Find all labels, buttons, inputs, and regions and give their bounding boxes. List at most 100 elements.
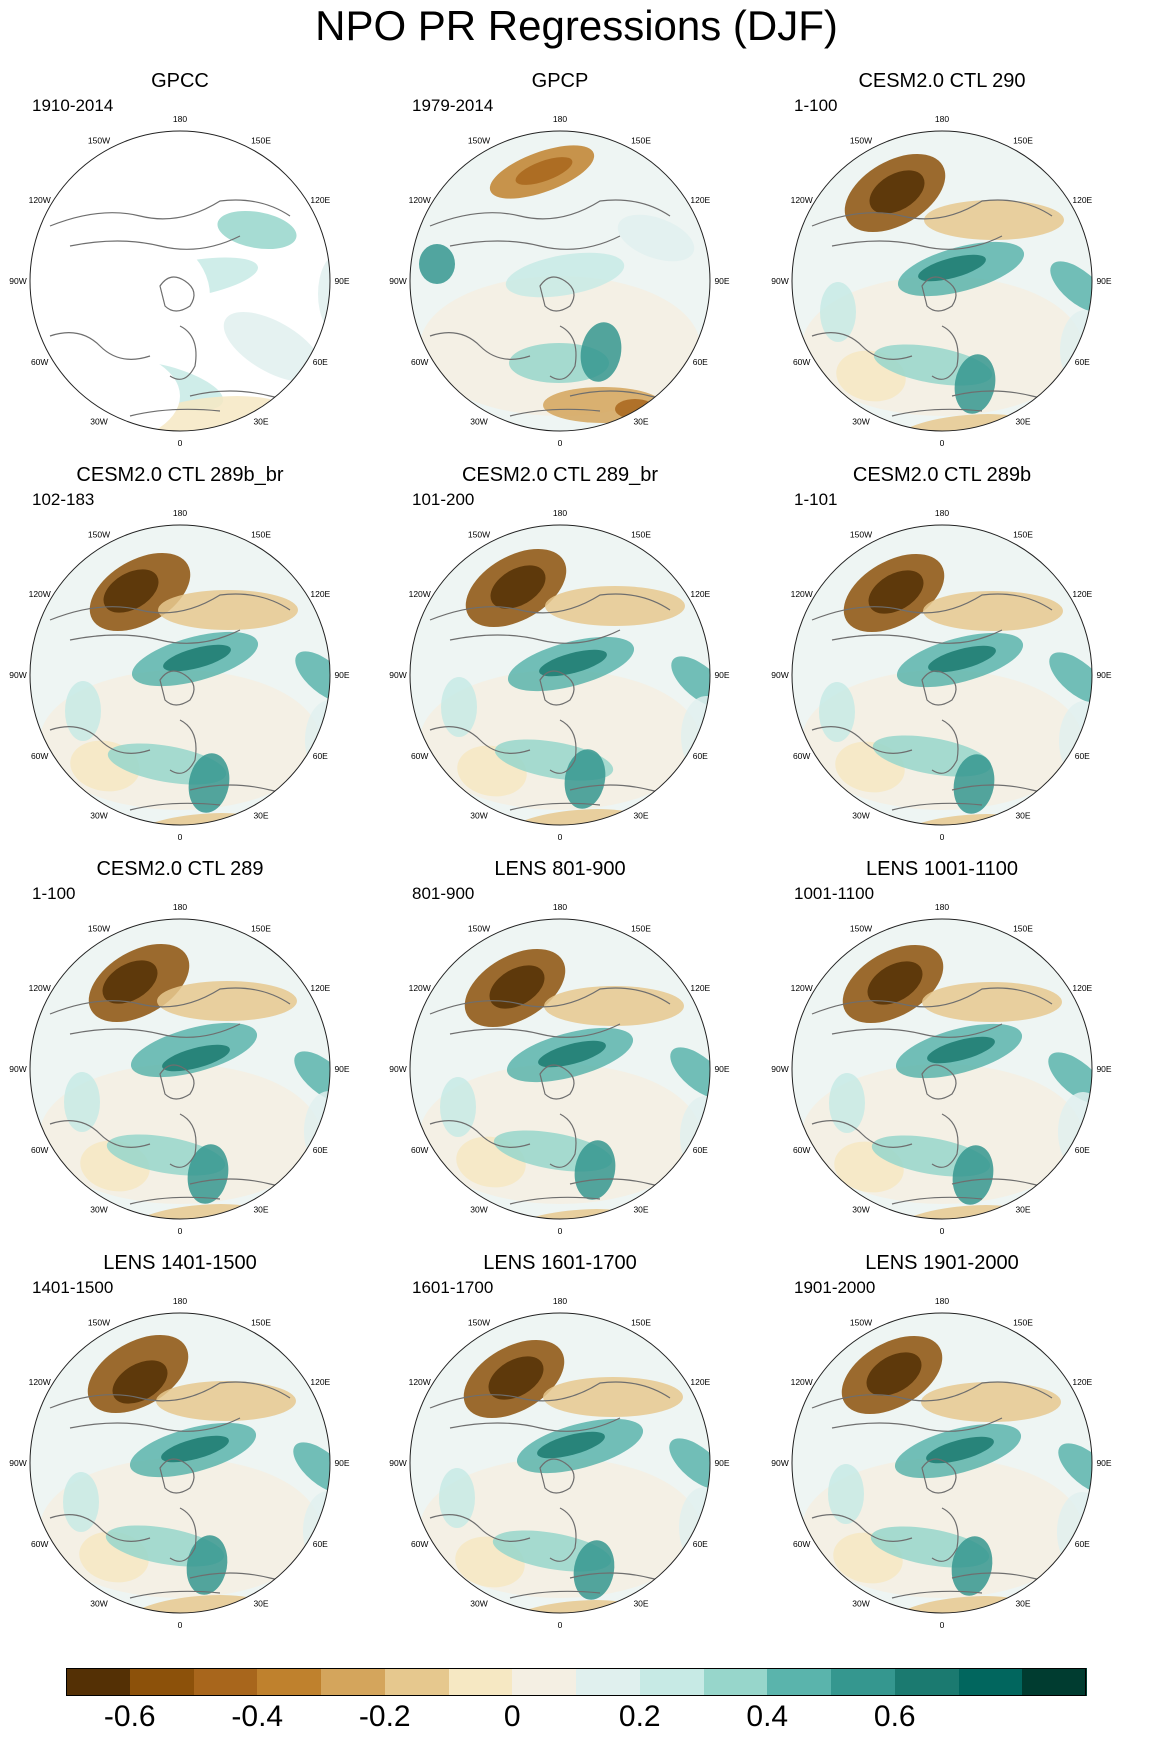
lon-label: 60E (693, 1539, 708, 1549)
colorbar-tick-label: -0.2 (358, 1700, 411, 1733)
lon-label: 60E (313, 751, 328, 761)
lon-label: 120E (310, 1377, 330, 1387)
lon-label: 60W (411, 1539, 428, 1549)
lon-label: 0 (940, 1226, 945, 1236)
lon-label: 150W (468, 530, 490, 540)
lon-label: 60W (31, 751, 48, 761)
lon-label: 120E (1072, 195, 1092, 205)
map-panel: CESM2.0 CTL 289 180 150E 120E 90E 60E 30E 0 30W 6… (0, 858, 370, 1253)
lon-label: 0 (178, 438, 183, 448)
lon-label: 90W (389, 276, 406, 286)
panel-title: CESM2.0 CTL 290 (858, 70, 1026, 92)
lon-label: 120W (791, 983, 813, 993)
colorbar-cell (958, 1668, 1023, 1696)
lon-label: 30W (470, 1204, 487, 1214)
lon-label: 30E (1015, 810, 1030, 820)
polar-map: 180 150E 120E 90E 60E 30E 0 30W 60W 90W 120W 150W (389, 114, 730, 448)
lon-label: 0 (940, 1620, 945, 1630)
colorbar-cell (1022, 1668, 1087, 1696)
colorbar-tick-label: 0.4 (746, 1700, 789, 1733)
lon-label: 30E (253, 1598, 268, 1608)
polar-map: 180 150E 120E 90E 60E 30E 0 30W 60W 90W 120W 150W (771, 114, 1112, 448)
panel-title: CESM2.0 CTL 289b_br (76, 464, 284, 486)
panel-title: CESM2.0 CTL 289_br (461, 464, 658, 486)
lon-label: 90W (771, 1458, 788, 1468)
lon-label: 90W (9, 276, 26, 286)
colorbar-tick-label: 0 (503, 1700, 521, 1733)
colorbar-tick-label: 0.6 (873, 1700, 916, 1733)
lon-label: 60W (31, 1539, 48, 1549)
map-panel: CESM2.0 CTL 290 180 150E 120E 90E 60E 30E 0 30W 6… (752, 70, 1132, 465)
lon-label: 180 (553, 114, 567, 124)
map-panel: LENS 801-900 180 150E 120E 90E 60E 30E 0 30W 60W 9… (370, 858, 750, 1253)
lon-label: 90W (9, 1064, 26, 1074)
lon-label: 180 (935, 1296, 949, 1306)
colorbar-cell (384, 1668, 449, 1696)
lon-label: 60E (313, 1539, 328, 1549)
lon-label: 60W (411, 751, 428, 761)
lon-label: 30W (90, 1598, 107, 1608)
lon-label: 120E (690, 983, 710, 993)
lon-label: 120W (409, 589, 431, 599)
lon-label: 150W (850, 530, 872, 540)
lon-label: 30W (852, 810, 869, 820)
lon-label: 60E (1075, 357, 1090, 367)
lon-label: 180 (173, 508, 187, 518)
lon-label: 120E (310, 983, 330, 993)
colorbar-cell (576, 1668, 641, 1696)
lon-label: 150W (468, 924, 490, 934)
colorbar-cell (129, 1668, 194, 1696)
lon-label: 90W (771, 1064, 788, 1074)
lon-label: 30W (90, 810, 107, 820)
lon-label: 150W (468, 1318, 490, 1328)
lon-label: 150W (850, 136, 872, 146)
panel-title: GPCP (531, 70, 589, 92)
lon-label: 30W (90, 1204, 107, 1214)
lon-label: 150W (88, 924, 110, 934)
lon-label: 90E (334, 1458, 349, 1468)
lon-label: 120E (310, 195, 330, 205)
lon-label: 0 (558, 438, 563, 448)
lon-label: 90E (714, 670, 729, 680)
panel-title: GPCC (151, 70, 209, 92)
lon-label: 60W (31, 357, 48, 367)
panel-title: LENS 801-900 (494, 858, 626, 880)
panel-title: CESM2.0 CTL 289b (852, 464, 1032, 486)
polar-map: 180 150E 120E 90E 60E 30E 0 30W 60W 90W 120W 150W (389, 902, 730, 1236)
map-panel: LENS 1001-1100 180 150E 120E 90E 60E 30E 0 30W 60… (752, 858, 1132, 1253)
lon-label: 30E (1015, 1204, 1030, 1214)
colorbar-cell (66, 1668, 131, 1696)
colorbar-cell (257, 1668, 322, 1696)
lon-label: 150W (468, 136, 490, 146)
lon-label: 90E (1096, 276, 1111, 286)
lon-label: 30E (253, 416, 268, 426)
period-label: 1601-1700 (412, 1278, 494, 1297)
lon-label: 60E (693, 357, 708, 367)
lon-label: 150E (251, 136, 271, 146)
lon-label: 120E (1072, 983, 1092, 993)
lon-label: 60W (793, 1145, 810, 1155)
lon-label: 150E (631, 530, 651, 540)
lon-label: 60E (313, 357, 328, 367)
lon-label: 60W (31, 1145, 48, 1155)
lon-label: 30E (633, 416, 648, 426)
polar-map: 180 150E 120E 90E 60E 30E 0 30W 60W 90W 120W 150W (9, 508, 350, 842)
lon-label: 120E (310, 589, 330, 599)
lon-label: 120W (791, 1377, 813, 1387)
lon-label: 90E (1096, 670, 1111, 680)
lon-label: 150E (631, 924, 651, 934)
lon-label: 180 (553, 902, 567, 912)
lon-label: 90W (9, 670, 26, 680)
lon-label: 120E (690, 589, 710, 599)
lon-label: 90W (389, 1458, 406, 1468)
panel-title: LENS 1601-1700 (483, 1252, 637, 1274)
lon-label: 60E (1075, 1145, 1090, 1155)
colorbar-cell (639, 1668, 704, 1696)
lon-label: 180 (173, 902, 187, 912)
lon-label: 120E (690, 1377, 710, 1387)
lon-label: 30E (633, 810, 648, 820)
lon-label: 90E (714, 276, 729, 286)
colorbar-cell (894, 1668, 959, 1696)
lon-label: 30E (633, 1204, 648, 1214)
colorbar-cell (767, 1668, 832, 1696)
